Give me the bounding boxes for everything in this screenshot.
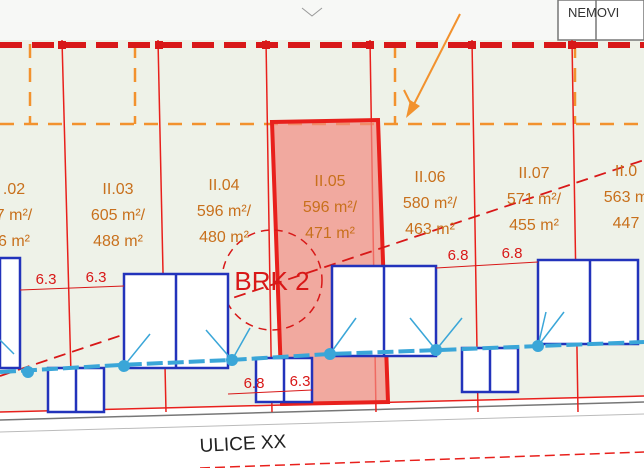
plot-built-text: 488 m² [93, 233, 143, 250]
dimension-label: 6.8 [448, 247, 469, 264]
top-band [0, 0, 644, 40]
plot-built-text: 6 m² [0, 233, 31, 250]
plot-area-text: 571 m²/ [507, 191, 562, 208]
plot-built-text: 455 m² [509, 217, 559, 234]
plot-id: II.07 [518, 165, 549, 182]
dimension-label: 6.8 [502, 245, 523, 262]
plot-built-text: 480 m² [199, 229, 249, 246]
plot-id: II.04 [208, 177, 239, 194]
plot-id: II.03 [102, 181, 133, 198]
street-label: ULICE XX [199, 431, 287, 457]
dimension-labels: 6.3 6.3 6.8 6.8 6.8 6.3 [36, 245, 523, 392]
plot-labels: .02 7 m²/ 6 m² II.03 605 m²/ 488 m² II.0… [0, 163, 644, 250]
plot-built-text: 471 m² [305, 225, 355, 242]
dimension-label: 6.3 [290, 373, 311, 390]
dimension-label: 6.3 [86, 269, 107, 286]
neighbour-label: NEMOVI [568, 5, 619, 20]
chevron-mark [301, 7, 323, 17]
plot-area-text: 580 m²/ [403, 195, 458, 212]
plot-area-text: 563 m [604, 189, 644, 206]
plot-built-text: 463 m² [405, 221, 455, 238]
plot-area-text: 605 m²/ [91, 207, 146, 224]
connection-arrows-icon [0, 311, 565, 367]
plot-built-text: 447 [613, 215, 640, 232]
orange-arrow-icon [403, 13, 461, 118]
neighbour-building: NEMOVI [557, 0, 644, 41]
plot-id: .02 [3, 181, 25, 198]
plot-id: II.0 [615, 163, 637, 180]
plot-id: II.05 [314, 173, 345, 190]
buildings [0, 256, 640, 414]
dimension-label: 6.3 [36, 271, 57, 288]
brk-label: BRK 2 [234, 266, 309, 296]
property-line-markers [58, 41, 576, 49]
dimension-label: 6.8 [244, 375, 265, 392]
plot-area-text: 7 m²/ [0, 207, 33, 224]
dimension-lines [19, 261, 539, 395]
plot-id: II.06 [414, 169, 445, 186]
street: ULICE XX [0, 396, 644, 468]
plot-area-text: 596 m²/ [197, 203, 252, 220]
plot-area-text: 596 m²/ [303, 199, 358, 216]
